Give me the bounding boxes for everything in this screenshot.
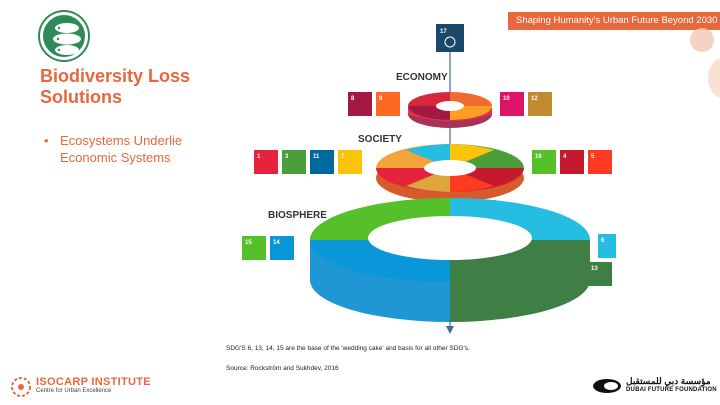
sdg-tile-society-16: 16 [532, 150, 556, 174]
svg-text:13: 13 [591, 266, 598, 272]
diagram-caption: SDG'S 6, 13, 14, 15 are the base of the … [226, 345, 470, 352]
decorative-circle [690, 28, 714, 52]
svg-text:15: 15 [245, 240, 252, 246]
sdg-tile-biosphere-13: 13 [588, 262, 612, 286]
svg-text:11: 11 [313, 154, 320, 160]
level-label-biosphere: BIOSPHERE [268, 210, 327, 221]
svg-text:14: 14 [273, 240, 280, 246]
svg-text:4: 4 [563, 154, 567, 160]
diagram-source: Source: Rockström and Sukhdev, 2016 [226, 365, 339, 372]
axis-arrow-down-icon [446, 326, 454, 334]
svg-text:3: 3 [285, 154, 289, 160]
fish-logo-icon [53, 23, 81, 55]
sdg-tile-economy-10: 10 [500, 92, 524, 116]
fish-logo [40, 12, 88, 60]
svg-text:10: 10 [503, 96, 510, 102]
sdg-tile-society-11: 11 [310, 150, 334, 174]
isocarp-name: ISOCARP INSTITUTE [36, 376, 151, 388]
svg-text:1: 1 [257, 154, 261, 160]
level-label-society: SOCIETY [358, 134, 402, 145]
sdg-tile-top: 17 [436, 24, 464, 52]
svg-text:5: 5 [591, 154, 595, 160]
sdg-number: 17 [440, 29, 447, 35]
svg-text:6: 6 [601, 238, 605, 244]
isocarp-subtitle: Centre for Urban Excellence [36, 388, 112, 394]
svg-text:7: 7 [341, 154, 345, 160]
conference-banner: Shaping Humanity's Urban Future Beyond 2… [508, 12, 720, 30]
svg-text:8: 8 [351, 96, 355, 102]
sdg-wedding-cake-diagram: 17 ECONOMY 8 9 10 12 SOCIETY 1 3 11 7 16… [242, 24, 616, 334]
sdg-tile-society-1: 1 [254, 150, 278, 174]
sdg-tile-society-3: 3 [282, 150, 306, 174]
sdg-tile-biosphere-15: 15 [242, 236, 266, 260]
bullet-item: • Ecosystems Underlie Economic Systems [44, 132, 214, 166]
svg-text:12: 12 [531, 96, 538, 102]
svg-text:9: 9 [379, 96, 383, 102]
sdg-tile-economy-8: 8 [348, 92, 372, 116]
level-label-economy: ECONOMY [396, 72, 448, 83]
decorative-circle [708, 58, 720, 98]
sdg-tile-society-5: 5 [588, 150, 612, 174]
sdg-tile-society-4: 4 [560, 150, 584, 174]
dff-english-name: DUBAI FUTURE FOUNDATION [626, 387, 717, 393]
svg-text:16: 16 [535, 154, 542, 160]
bullet-text: Ecosystems Underlie Economic Systems [60, 133, 183, 165]
sdg-tile-society-7: 7 [338, 150, 362, 174]
sdg-tile-biosphere-14: 14 [270, 236, 294, 260]
slide-title: Biodiversity Loss Solutions [40, 66, 191, 107]
sdg-tile-economy-9: 9 [376, 92, 400, 116]
dff-arabic-name: مؤسسة دبي للمستقبل [626, 376, 711, 386]
sdg-tile-economy-12: 12 [528, 92, 552, 116]
isocarp-emblem-icon [11, 377, 31, 397]
dff-emblem-icon [593, 379, 621, 393]
bullet-dot-icon: • [44, 133, 49, 148]
sdg-tile-biosphere-6: 6 [598, 234, 616, 258]
